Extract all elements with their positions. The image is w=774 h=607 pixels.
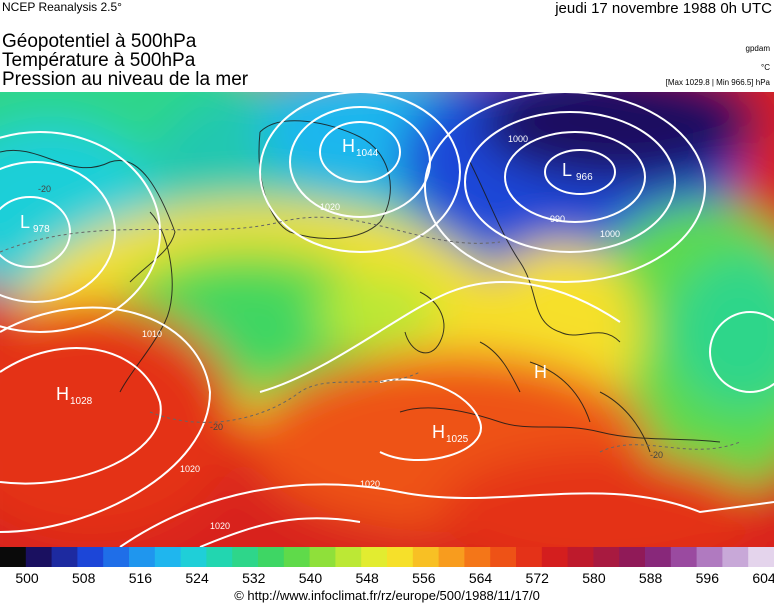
weather-map: H 1044 L 966 L 978 H 1028 H 1025 H 1000 … <box>0 92 774 547</box>
isotherm-value-labels: -20 -20 -20 <box>38 184 663 460</box>
pressure-center-type: H <box>534 362 547 382</box>
color-scale-swatch <box>619 547 646 567</box>
color-scale-swatch <box>335 547 362 567</box>
geopotential-field <box>0 92 774 547</box>
color-scale-swatch <box>77 547 104 567</box>
pressure-center-type: H <box>56 384 69 404</box>
color-scale-swatch <box>180 547 207 567</box>
color-scale-swatch <box>258 547 285 567</box>
color-scale-swatch <box>748 547 774 567</box>
source-credit: © http://www.infoclimat.fr/rz/europe/500… <box>234 588 540 603</box>
color-scale-tick: 524 <box>185 570 209 586</box>
isotherms <box>0 216 741 453</box>
pressure-center-labels: H 1044 L 966 L 978 H 1028 H 1025 H <box>20 136 593 445</box>
color-scale-swatch <box>696 547 723 567</box>
color-scale-tick: 516 <box>128 570 153 586</box>
color-scale-tick: 540 <box>298 570 323 586</box>
pressure-center-type: H <box>342 136 355 156</box>
color-scale-tick: 580 <box>582 570 606 586</box>
isobar-label: 1010 <box>142 329 162 339</box>
isobar-label: 1020 <box>180 464 200 474</box>
color-scale-swatch <box>51 547 78 567</box>
isotherm-label: -20 <box>38 184 51 194</box>
isobar-label: 990 <box>550 214 565 224</box>
color-scale-tick: 500 <box>15 570 39 586</box>
color-scale-swatch <box>129 547 156 567</box>
color-scale-swatch <box>593 547 620 567</box>
pressure-center-type: H <box>432 422 445 442</box>
color-scale-tick: 604 <box>752 570 774 586</box>
pressure-center-value: 978 <box>33 224 50 235</box>
coastlines <box>0 120 721 453</box>
color-scale-swatch <box>283 547 311 567</box>
pressure-center-value: 1025 <box>446 434 469 445</box>
color-scale-ticks: 500 508 516 524 532 540 548 556 564 572 580 588 596 6… <box>0 568 774 588</box>
pressure-center-value: 1028 <box>70 396 93 407</box>
color-scale-tick: 508 <box>72 570 96 586</box>
color-scale-tick: 596 <box>695 570 719 586</box>
unit-geopotential: gpdam <box>745 44 770 53</box>
color-scale-tick: 532 <box>242 570 266 586</box>
color-scale-swatch <box>412 547 440 567</box>
color-scale-swatch <box>438 547 465 567</box>
color-scale-swatch <box>516 547 543 567</box>
isotherm-label: -20 <box>210 422 223 432</box>
color-scale-swatch <box>206 547 233 567</box>
color-scale-swatch <box>464 547 491 567</box>
color-scale-tick: 556 <box>412 570 436 586</box>
pressure-center-value: 1044 <box>356 148 379 159</box>
color-scale-tick: 564 <box>468 570 493 586</box>
color-scale-swatch <box>541 547 569 567</box>
color-scale-tick: 588 <box>638 570 663 586</box>
color-scale-swatch <box>154 547 182 567</box>
title-temperature: Température à 500hPa <box>2 50 196 71</box>
isobar-label: 1020 <box>360 479 380 489</box>
pressure-center-type: L <box>20 212 30 232</box>
source-label: NCEP Reanalysis 2.5° <box>2 0 122 14</box>
pressure-center-type: L <box>562 160 572 180</box>
color-scale-swatch <box>361 547 388 567</box>
color-scale-swatch <box>490 547 517 567</box>
date-label: jeudi 17 novembre 1988 0h UTC <box>555 0 772 17</box>
color-scale-swatch <box>25 547 53 567</box>
isobar-value-labels: 1000 1010 1020 1020 990 1000 1020 1020 <box>142 134 620 531</box>
color-scale-swatch <box>387 547 414 567</box>
color-scale-tick: 548 <box>355 570 379 586</box>
title-pressure: Pression au niveau de la mer <box>2 69 249 90</box>
pressure-center-value: 966 <box>576 172 593 183</box>
color-scale-tick: 572 <box>525 570 549 586</box>
map-svg: H 1044 L 966 L 978 H 1028 H 1025 H 1000 … <box>0 92 774 547</box>
pressure-range: [Max 1029.8 | Min 966.5] hPa <box>665 78 770 87</box>
color-scale-swatch <box>567 547 594 567</box>
color-scale-swatch <box>103 547 130 567</box>
color-scale-swatch <box>645 547 672 567</box>
isobar-label: 1020 <box>320 202 340 212</box>
isotherm-label: -20 <box>650 450 663 460</box>
isobar-label: 1000 <box>508 134 528 144</box>
color-scale-swatch <box>670 547 698 567</box>
color-scale-bar <box>0 547 774 567</box>
color-scale-swatch <box>309 547 336 567</box>
unit-temperature: °C <box>761 63 770 72</box>
isobars <box>0 92 774 547</box>
color-scale-swatch <box>0 547 27 567</box>
title-geopotential: Géopotentiel à 500hPa <box>2 31 197 52</box>
isobar-label: 1020 <box>210 521 230 531</box>
color-scale-swatch <box>232 547 259 567</box>
color-scale-swatch <box>722 547 749 567</box>
isobar-label: 1000 <box>600 229 620 239</box>
